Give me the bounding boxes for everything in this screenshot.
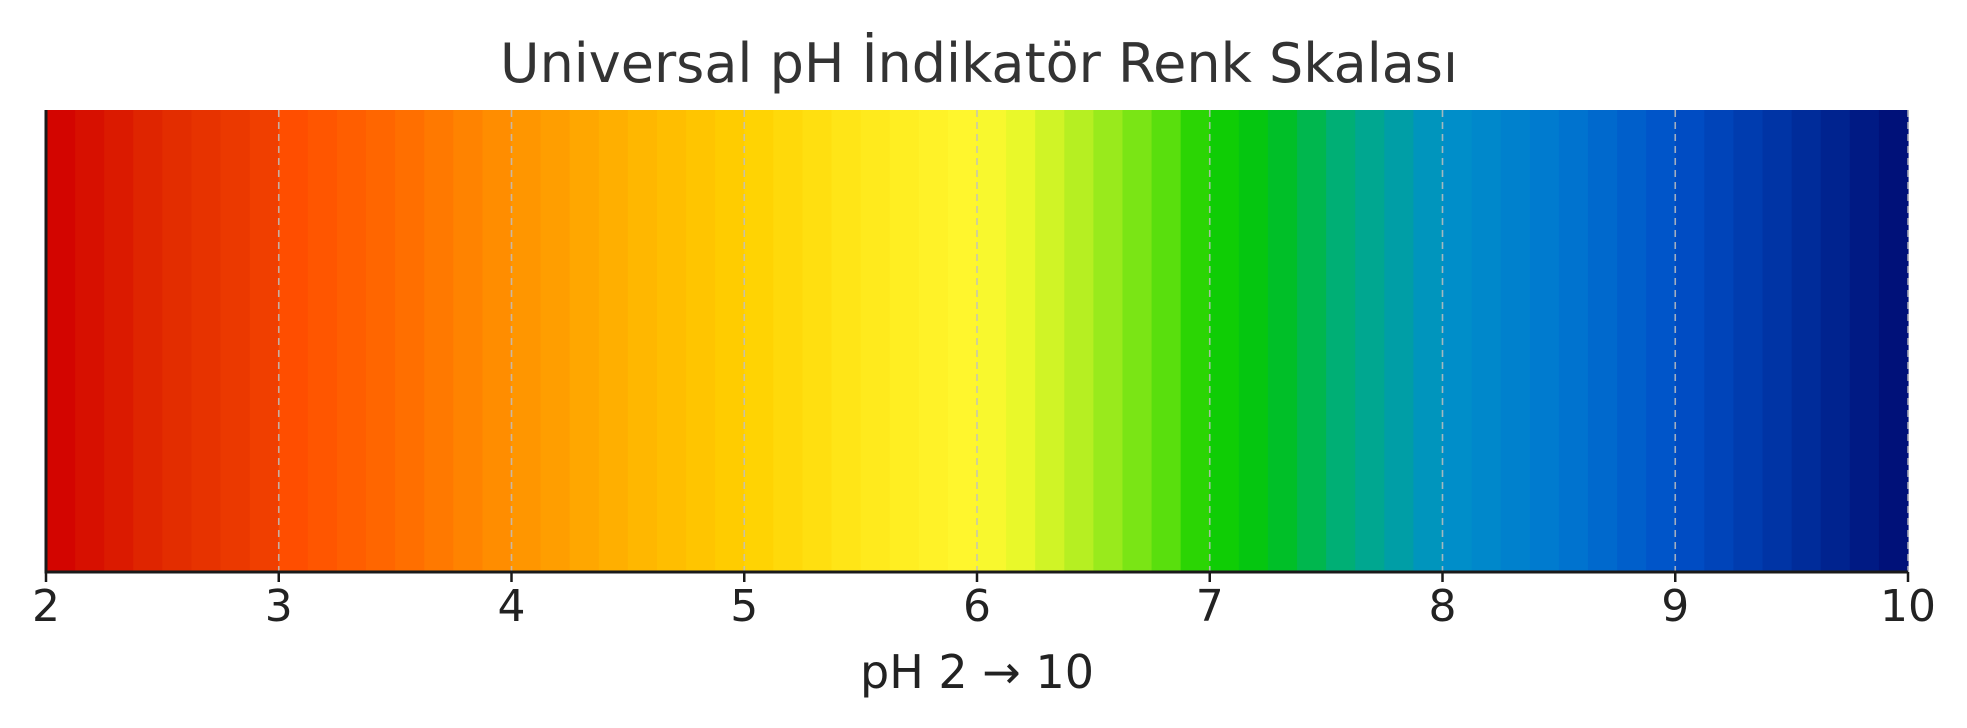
color-slice — [831, 110, 862, 572]
color-slice — [307, 110, 338, 572]
color-slice — [1529, 110, 1560, 572]
color-slice — [1093, 110, 1124, 572]
color-slice — [744, 110, 774, 572]
color-slice — [627, 110, 658, 572]
grid-lines — [277, 110, 1909, 572]
color-slice — [453, 110, 484, 572]
color-slice — [46, 110, 76, 572]
color-slice — [1442, 110, 1473, 572]
color-slice — [104, 110, 134, 572]
x-tick-label: 6 — [963, 581, 991, 632]
color-slice — [482, 110, 513, 572]
color-slice — [598, 110, 629, 572]
color-slice — [715, 110, 745, 572]
x-tick-label: 4 — [498, 581, 526, 632]
color-slice — [75, 110, 105, 572]
color-slice — [220, 110, 251, 572]
color-slice — [1587, 110, 1618, 572]
x-tick-label: 8 — [1429, 581, 1457, 632]
color-slice — [1151, 110, 1182, 572]
color-slice — [395, 110, 425, 572]
color-slice — [424, 110, 454, 572]
color-slice — [1820, 110, 1851, 572]
color-slice — [1180, 110, 1211, 572]
x-tick-label: 5 — [730, 581, 758, 632]
color-slice — [1791, 110, 1822, 572]
color-slice — [889, 110, 920, 572]
color-slice — [802, 110, 833, 572]
color-band-slices — [46, 110, 1909, 572]
color-slice — [1646, 110, 1676, 572]
color-slice — [1762, 110, 1793, 572]
color-slice — [918, 110, 949, 572]
color-slice — [1878, 110, 1909, 572]
color-slice — [1297, 110, 1327, 572]
color-slice — [1617, 110, 1647, 572]
color-slice — [1500, 110, 1531, 572]
color-slice — [1326, 110, 1356, 572]
color-slice — [1035, 110, 1065, 572]
color-slice — [511, 110, 542, 572]
color-slice — [860, 110, 891, 572]
color-slice — [1238, 110, 1269, 572]
color-slice — [336, 110, 367, 572]
color-slice — [569, 110, 600, 572]
color-slice — [1675, 110, 1705, 572]
color-slice — [1122, 110, 1153, 572]
color-slice — [1209, 110, 1240, 572]
color-slice — [656, 110, 687, 572]
x-tick-label: 9 — [1661, 581, 1689, 632]
x-tick-label: 3 — [265, 581, 293, 632]
x-tick-label: 7 — [1196, 581, 1224, 632]
color-slice — [1267, 110, 1298, 572]
color-slice — [540, 110, 571, 572]
x-tick-label: 2 — [32, 581, 60, 632]
chart-title: Universal pH İndikatör Renk Skalası — [500, 32, 1458, 95]
x-axis-label: pH 2 → 10 — [860, 645, 1094, 699]
color-slice — [1355, 110, 1385, 572]
color-slice — [1413, 110, 1444, 572]
x-tick-label: 10 — [1880, 581, 1936, 632]
color-slice — [162, 110, 193, 572]
color-slice — [191, 110, 222, 572]
color-slice — [947, 110, 978, 572]
color-slice — [1384, 110, 1415, 572]
color-slice — [1064, 110, 1094, 572]
color-slice — [133, 110, 163, 572]
color-slice — [773, 110, 804, 572]
color-slice — [1849, 110, 1880, 572]
color-slice — [278, 110, 309, 572]
color-slice — [1006, 110, 1036, 572]
color-slice — [1733, 110, 1764, 572]
x-axis-ticks: 2 3 4 5 6 7 8 9 10 — [32, 572, 1936, 632]
color-slice — [249, 110, 280, 572]
color-slice — [1558, 110, 1589, 572]
color-slice — [686, 110, 716, 572]
color-slice — [1704, 110, 1735, 572]
color-slice — [1471, 110, 1502, 572]
color-slice — [977, 110, 1007, 572]
color-slice — [366, 110, 396, 572]
